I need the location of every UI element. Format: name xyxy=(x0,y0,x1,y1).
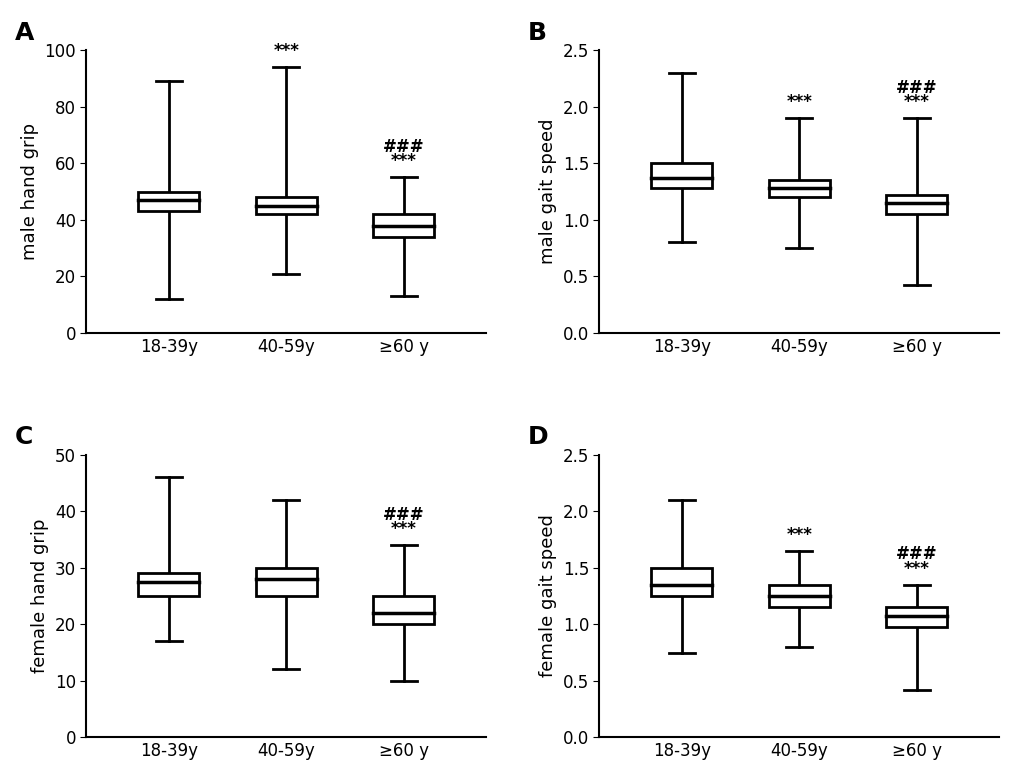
Text: ***: *** xyxy=(903,560,929,578)
FancyBboxPatch shape xyxy=(138,573,199,596)
FancyBboxPatch shape xyxy=(256,198,317,214)
Y-axis label: female hand grip: female hand grip xyxy=(32,519,49,673)
FancyBboxPatch shape xyxy=(768,180,829,198)
Text: A: A xyxy=(14,20,34,45)
Text: ***: *** xyxy=(390,520,417,538)
FancyBboxPatch shape xyxy=(256,568,317,596)
Text: B: B xyxy=(527,20,546,45)
Text: C: C xyxy=(14,425,33,449)
Text: ###: ### xyxy=(895,545,936,564)
Text: ***: *** xyxy=(390,152,417,170)
Y-axis label: female gait speed: female gait speed xyxy=(539,515,556,677)
FancyBboxPatch shape xyxy=(373,214,434,237)
FancyBboxPatch shape xyxy=(886,608,947,626)
FancyBboxPatch shape xyxy=(768,585,829,608)
Text: ###: ### xyxy=(895,79,936,97)
Text: D: D xyxy=(527,425,547,449)
FancyBboxPatch shape xyxy=(886,195,947,214)
FancyBboxPatch shape xyxy=(138,191,199,212)
Text: ***: *** xyxy=(273,42,299,60)
FancyBboxPatch shape xyxy=(650,568,711,596)
Text: ###: ### xyxy=(383,138,424,156)
Text: ***: *** xyxy=(903,93,929,111)
Text: ***: *** xyxy=(786,93,811,111)
Y-axis label: male gait speed: male gait speed xyxy=(539,119,556,264)
FancyBboxPatch shape xyxy=(373,596,434,624)
FancyBboxPatch shape xyxy=(650,163,711,188)
Text: ***: *** xyxy=(786,526,811,544)
Y-axis label: male hand grip: male hand grip xyxy=(20,123,39,260)
Text: ###: ### xyxy=(383,506,424,524)
